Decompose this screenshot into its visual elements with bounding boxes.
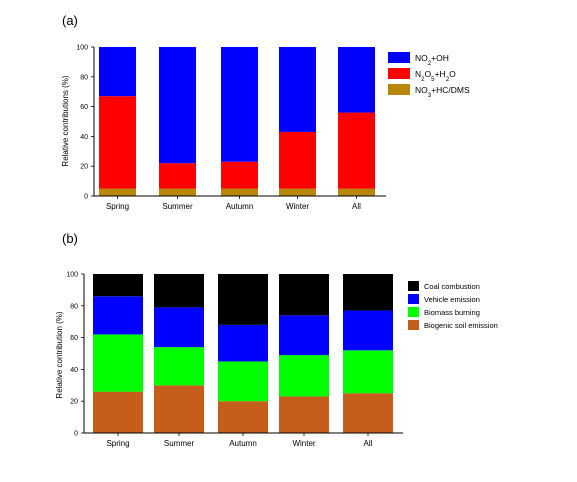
panel-b-bar-summer-series-2 [154,307,204,348]
panel-a-bar-all-series-1 [338,112,375,189]
panel-a-legend-label: NO3+HC/DMS [415,85,470,99]
panel-a-legend-swatch [388,68,410,79]
panel-b-bar-autumn-series-3 [218,274,268,325]
panel-b-y-axis-label: Relative contribution (%) [55,311,64,398]
panel-b-legend-label: Biogenic soil emission [424,321,498,330]
panel-a-bar-autumn-series-0 [221,188,258,196]
panel-b-bar-summer-series-3 [154,274,204,308]
panel-b-x-tick-label: Autumn [229,439,257,448]
panel-a-y-tick-label: 60 [80,104,88,111]
panel-a-x-tick-label: Winter [286,202,309,211]
panel-b-bar-autumn-series-1 [218,361,268,402]
panel-a-bar-winter-series-1 [279,131,316,189]
panel-b-legend-swatch [408,281,419,291]
panel-a-bar-summer-series-1 [159,163,196,189]
panel-b-bar-winter-series-2 [279,315,329,356]
panel-b-bar-all-series-3 [343,274,393,311]
panel-b-bar-winter-series-1 [279,355,329,397]
panel-a-bar-winter-series-2 [279,47,316,132]
panel-a-x-tick-label: All [352,202,361,211]
panel-b-bar-autumn-series-2 [218,324,268,362]
panel-a-x-tick-label: Summer [162,202,193,211]
panel-b-legend-swatch [408,320,419,330]
panel-b-legend: Coal combustion Vehicle emission Biomass b… [408,281,498,330]
panel-b-x-tick-label: Spring [106,439,129,448]
panel-a-bar-all-series-0 [338,188,375,196]
panel-a-x-tick-label: Spring [106,202,129,211]
panel-b-legend-swatch [408,294,419,304]
panel-a-bar-spring-series-0 [99,188,136,196]
panel-a-y-tick-label: 0 [84,194,88,201]
panel-a-plot-area: Spring Summer Autumn Winter All 0 20 40 60 80 100 [76,45,386,211]
panel-a-bar-all-series-2 [338,47,375,113]
panel-a-y-axis-label: Relative contributions (%) [61,75,70,166]
panel-a-y-tick-label: 40 [80,134,88,141]
panel-a-y-tick-label: 20 [80,164,88,171]
panel-b-bar-spring-series-1 [93,334,143,392]
panel-b-bar-summer-series-0 [154,385,204,433]
panel-b-legend-label: Vehicle emission [424,295,480,304]
panel-a-label: (a) [62,13,78,28]
panel-a-legend-label: N2O5+H2O [415,69,456,83]
panel-b-bar-winter-series-0 [279,396,329,433]
panel-b-legend-swatch [408,307,419,317]
panel-a: (a) Spring Summer Autumn Winter All 0 20 40 60 80… [61,13,470,211]
panel-a-x-tick-label: Autumn [226,202,254,211]
panel-b-x-tick-label: All [364,439,373,448]
panel-b-y-tick-label: 100 [66,272,78,279]
panel-b-bar-all-series-0 [343,393,393,433]
panel-b-y-tick-label: 20 [70,399,78,406]
panel-b-bar-winter-series-3 [279,274,329,316]
panel-b-x-tick-label: Winter [292,439,315,448]
panel-a-bar-summer-series-2 [159,47,196,164]
panel-b-x-tick-label: Summer [164,439,195,448]
panel-a-legend-swatch [388,84,410,95]
panel-b-label: (b) [62,231,78,246]
panel-b-legend-label: Biomass burning [424,308,480,317]
panel-b-y-tick-label: 80 [70,303,78,310]
panel-b-bar-autumn-series-0 [218,401,268,433]
panel-a-bar-autumn-series-1 [221,161,258,189]
panel-b: (b) Spring Summer Autumn Winter All 0 20 40 60 80… [55,231,498,448]
panel-b-y-tick-label: 60 [70,335,78,342]
panel-a-legend-label: NO2+OH [415,53,449,67]
panel-a-bar-winter-series-0 [279,188,316,196]
panel-a-bar-spring-series-2 [99,47,136,97]
panel-b-bar-spring-series-3 [93,274,143,297]
panel-b-bar-all-series-2 [343,310,393,351]
panel-a-y-tick-label: 80 [80,74,88,81]
panel-b-bar-spring-series-2 [93,296,143,335]
panel-a-legend-swatch [388,52,410,63]
panel-b-y-tick-label: 0 [74,431,78,438]
panel-a-bar-spring-series-1 [99,96,136,189]
panel-a-y-tick-label: 100 [76,45,88,52]
panel-b-bar-summer-series-1 [154,347,204,386]
panel-a-bar-summer-series-0 [159,188,196,196]
panel-a-legend: NO2+OH N2O5+H2O NO3+HC/DMS [388,52,470,99]
panel-b-bar-all-series-1 [343,350,393,394]
panel-b-legend-label: Coal combustion [424,282,480,291]
panel-b-y-tick-label: 40 [70,367,78,374]
panel-a-bar-autumn-series-2 [221,47,258,162]
panel-b-bar-spring-series-0 [93,391,143,433]
panel-b-plot-area: Spring Summer Autumn Winter All 0 20 40 60 80 100 [66,272,403,448]
